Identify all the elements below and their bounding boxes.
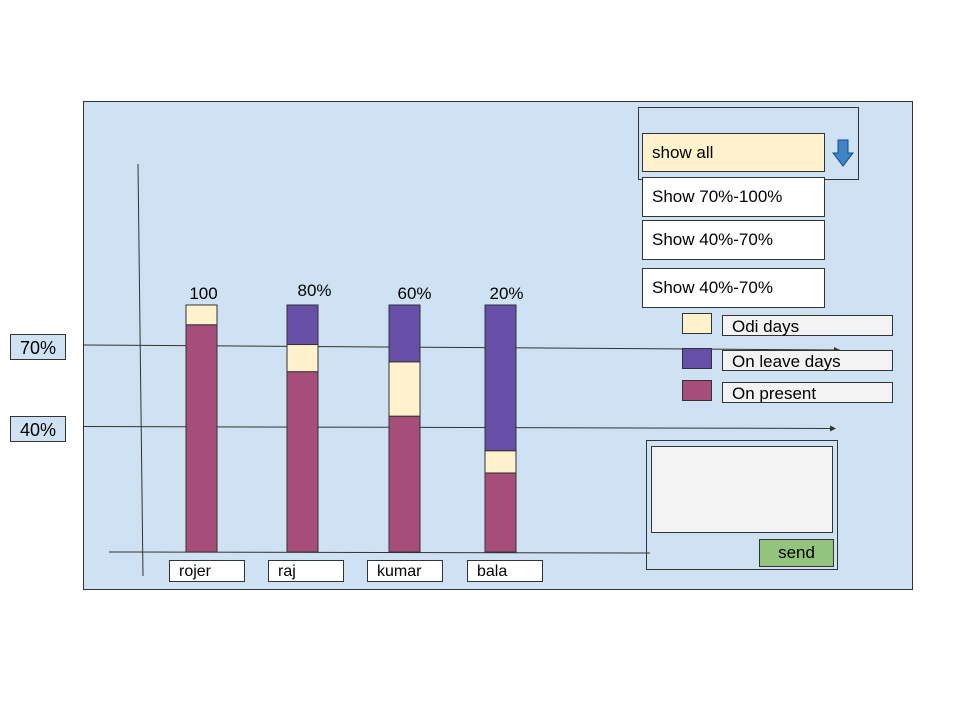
bar-bala-present xyxy=(484,472,517,553)
arrow-down-icon[interactable] xyxy=(832,139,854,167)
legend-label: Odi days xyxy=(722,315,893,336)
y-axis-line xyxy=(137,163,144,577)
bar-value-label: 80% xyxy=(297,281,332,300)
category-label-rojer: rojer xyxy=(169,560,245,582)
legend-swatch xyxy=(682,380,712,401)
bar-kumar-odi xyxy=(388,361,421,417)
filter-option-2[interactable]: Show 40%-70% xyxy=(642,220,825,260)
category-label-bala: bala xyxy=(467,560,543,582)
filter-option-3[interactable]: Show 40%-70% xyxy=(642,268,825,308)
bar-bala-odi xyxy=(484,450,517,474)
bar-raj-present xyxy=(286,371,319,553)
comment-panel xyxy=(646,440,838,570)
bar-rojer-odi xyxy=(185,304,218,326)
reference-arrow-icon xyxy=(830,425,836,432)
legend-swatch xyxy=(682,313,712,334)
category-label-raj: raj xyxy=(268,560,344,582)
bar-rojer-present xyxy=(185,324,218,553)
bar-kumar-leave xyxy=(388,304,421,363)
bar-raj-leave xyxy=(286,304,319,346)
bar-value-label: 20% xyxy=(489,284,524,303)
filter-selected[interactable]: show all xyxy=(642,133,825,172)
legend-label: On present xyxy=(722,382,893,403)
comment-input[interactable] xyxy=(651,446,833,533)
reference-label-40pct: 40% xyxy=(10,415,66,442)
category-label-kumar: kumar xyxy=(367,560,443,582)
send-button[interactable]: send xyxy=(759,539,834,567)
bar-kumar-present xyxy=(388,415,421,553)
bar-raj-odi xyxy=(286,344,319,373)
bar-value-label: 100 xyxy=(189,284,218,303)
bar-bala-leave xyxy=(484,304,517,452)
legend-label: On leave days xyxy=(722,350,893,371)
bar-value-label: 60% xyxy=(397,284,432,303)
legend-swatch xyxy=(682,348,712,369)
filter-option-1[interactable]: Show 70%-100% xyxy=(642,177,825,217)
reference-label-70pct: 70% xyxy=(10,333,66,360)
